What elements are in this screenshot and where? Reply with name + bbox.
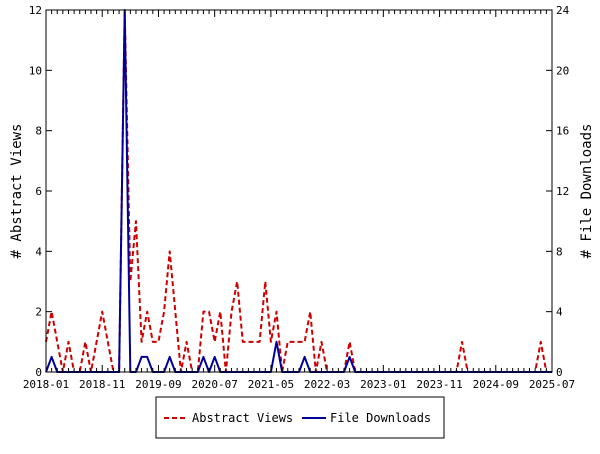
y-right-tick-label: 0: [556, 366, 563, 379]
y-right-tick-label: 24: [556, 4, 570, 17]
y-right-tick-label: 16: [556, 125, 569, 138]
y-right-tick-label: 4: [556, 306, 563, 319]
y-left-tick-label: 4: [35, 245, 42, 258]
y-left-tick-label: 6: [35, 185, 42, 198]
y-left-tick-label: 2: [35, 306, 42, 319]
x-tick-label: 2023-11: [416, 378, 462, 391]
x-tick-label: 2018-11: [79, 378, 125, 391]
y-left-tick-label: 12: [29, 4, 42, 17]
legend: Abstract Views File Downloads: [155, 396, 445, 439]
legend-box: [155, 396, 445, 439]
y-right-tick-label: 20: [556, 64, 569, 77]
x-tick-label: 2022-03: [304, 378, 350, 391]
y-left-tick-label: 0: [35, 366, 42, 379]
legend-label-abstract-views: Abstract Views: [192, 411, 293, 425]
x-tick-label: 2023-01: [360, 378, 406, 391]
x-tick-label: 2024-09: [473, 378, 519, 391]
y-right-tick-label: 12: [556, 185, 569, 198]
x-tick-label: 2021-05: [248, 378, 294, 391]
y-right-tick-label: 8: [556, 245, 563, 258]
y-axis-right-title: # File Downloads: [579, 124, 595, 259]
y-axis-left-title: # Abstract Views: [9, 124, 25, 259]
x-tick-label: 2018-01: [23, 378, 69, 391]
x-tick-label: 2025-07: [529, 378, 575, 391]
ticks-layer: 2018-01 2018-11 2019-09 2020-07 2021-05 2022-…: [23, 4, 575, 391]
legend-label-file-downloads: File Downloads: [330, 411, 431, 425]
marks-layer: [45, 9, 552, 373]
y-left-tick-label: 8: [35, 125, 42, 138]
series-line-file-downloads: [45, 9, 552, 373]
y-left-tick-label: 10: [29, 64, 42, 77]
x-tick-label: 2019-09: [135, 378, 181, 391]
x-tick-label: 2020-07: [191, 378, 237, 391]
